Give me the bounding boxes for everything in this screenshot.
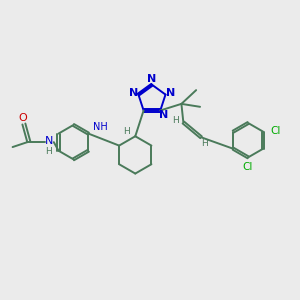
Text: H: H [202,139,208,148]
Text: N: N [129,88,138,98]
Text: N: N [147,74,157,84]
Text: H: H [172,116,179,125]
Text: H: H [46,148,52,157]
Text: N: N [159,110,168,120]
Text: N: N [166,88,175,98]
Text: N: N [45,136,53,146]
Text: Cl: Cl [242,162,252,172]
Text: H: H [123,127,130,136]
Text: Cl: Cl [271,126,281,136]
Text: NH: NH [93,122,107,132]
Text: O: O [18,112,27,123]
